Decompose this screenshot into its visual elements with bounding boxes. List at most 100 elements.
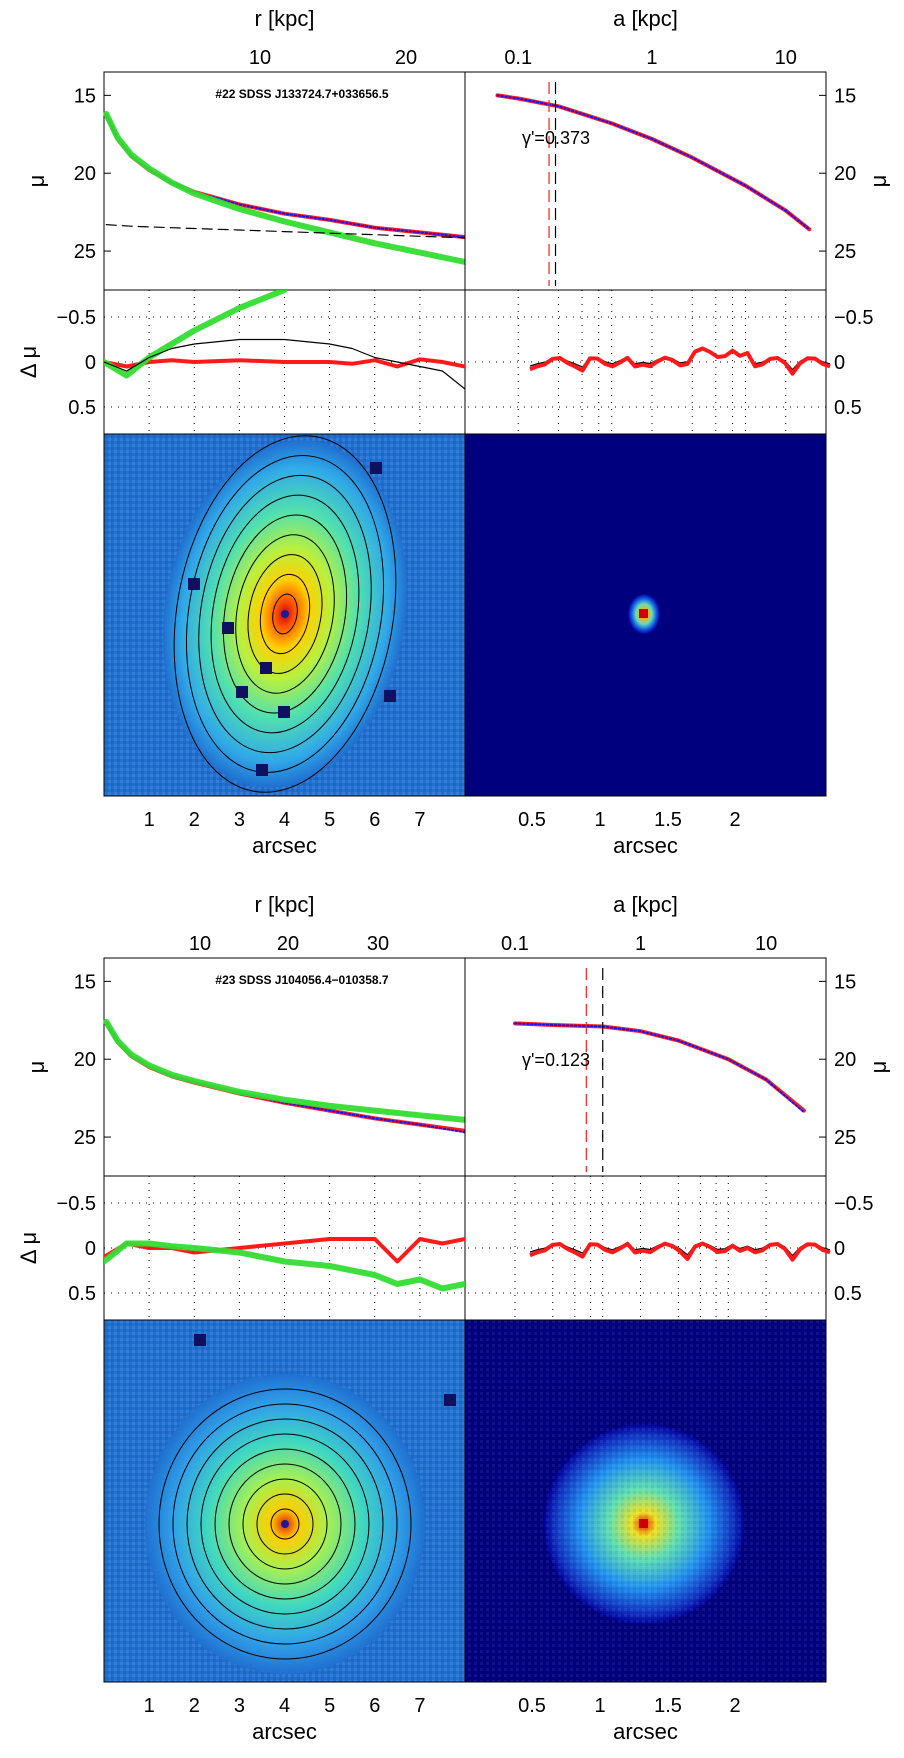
galaxy-image-pair <box>103 433 827 797</box>
model-center <box>639 1519 648 1528</box>
series-line-red <box>529 346 831 376</box>
mu-profile-plot: #22 SDSS J133724.7+033656.5 <box>103 71 468 291</box>
tick-label-arcsec: 2 <box>729 809 740 831</box>
series-line-red <box>529 1241 831 1262</box>
dmu-axis-label: Δ μ <box>16 346 41 378</box>
tick-label-r-kpc: 20 <box>395 47 417 69</box>
dmu-tick-label-left: −0.5 <box>57 1193 96 1215</box>
mu-tick-label-right: 15 <box>834 971 856 993</box>
mu-tick-label-left: 15 <box>74 971 96 993</box>
series-line-black <box>104 338 465 390</box>
tick-label-arcsec: 7 <box>414 809 425 831</box>
tick-label-a-kpc: 1 <box>635 933 646 955</box>
dmu-tick-label-left: 0.5 <box>68 397 96 419</box>
dmu-tick-label-right: 0.5 <box>834 1283 862 1305</box>
isophote-contour <box>270 1508 300 1540</box>
mu-tick-label-right: 20 <box>834 163 856 185</box>
residual-lines <box>104 290 465 390</box>
isophote-contour <box>200 1433 370 1615</box>
gamma-annotation: γ'=0.123 <box>522 1050 590 1070</box>
tick-label-arcsec: 7 <box>414 1695 425 1717</box>
masked-object <box>194 1334 206 1346</box>
galaxy-panel-1: r [kpc] a [kpc]10 20 30 0.1 1 10#23 SDSS J1040… <box>16 892 891 1744</box>
model-center <box>639 609 648 618</box>
isophote-contour <box>256 1493 314 1555</box>
isophote-contour <box>242 1478 328 1570</box>
mu-axis-label-right: μ <box>866 175 891 188</box>
series-line-green <box>104 1240 465 1292</box>
tick-label-arcsec: 3 <box>234 1695 245 1717</box>
residual-plot <box>103 1175 831 1321</box>
tick-label-a-kpc: 0.1 <box>504 47 532 69</box>
tick-label-arcsec: 1 <box>144 1695 155 1717</box>
tick-label-arcsec: 1 <box>594 1695 605 1717</box>
galaxy-center-mask <box>281 610 289 618</box>
tick-label-arcsec: 4 <box>279 1695 290 1717</box>
isophote-contour <box>235 534 335 694</box>
mu-axis-label-left: μ <box>24 175 49 188</box>
isophote-contour <box>210 494 360 734</box>
gamma-annotation: γ'=0.373 <box>522 128 590 148</box>
mu-tick-label-right: 20 <box>834 1049 856 1071</box>
isophote-contour <box>172 1403 398 1645</box>
isophote-contour <box>198 474 372 754</box>
top-axis-label-r-kpc: r [kpc] <box>255 892 315 917</box>
mu-tick-label-left: 25 <box>74 1127 96 1149</box>
isophote-contour <box>222 514 348 714</box>
series-line-red <box>104 357 465 369</box>
mu-profile-plot: #23 SDSS J104056.4−010358.7 <box>103 957 468 1177</box>
tick-label-r-kpc: 10 <box>189 933 211 955</box>
model-noise <box>465 1320 826 1682</box>
top-axis-label-a-kpc: a [kpc] <box>613 6 678 31</box>
tick-label-r-kpc: 20 <box>277 933 299 955</box>
tick-label-r-kpc: 30 <box>367 933 389 955</box>
tick-label-arcsec: 2 <box>729 1695 740 1717</box>
galaxy-id-label: #22 SDSS J133724.7+033656.5 <box>215 87 388 101</box>
tick-label-arcsec: 5 <box>324 1695 335 1717</box>
mu-profile-frame <box>103 71 466 291</box>
tick-label-arcsec: 1.5 <box>654 809 682 831</box>
residual-lines <box>104 1237 465 1292</box>
isophote-contour <box>228 1463 342 1585</box>
masked-object <box>370 462 382 474</box>
top-axis-label-r-kpc: r [kpc] <box>255 6 315 31</box>
tick-label-arcsec: 4 <box>279 809 290 831</box>
mu-tick-label-right: 25 <box>834 241 856 263</box>
mu-tick-label-left: 15 <box>74 85 96 107</box>
tick-label-a-kpc: 10 <box>755 933 777 955</box>
model-image-frame <box>464 433 827 797</box>
isophote-contour <box>214 1448 356 1600</box>
dmu-tick-label-left: 0 <box>85 352 96 374</box>
tick-label-arcsec: 2 <box>189 1695 200 1717</box>
series-line-green <box>103 1018 468 1123</box>
isophote-contour <box>158 1388 412 1660</box>
x-axis-label-arcsec-right: arcsec <box>613 1719 678 1744</box>
mu-tick-label-left: 20 <box>74 1049 96 1071</box>
galaxy-id-label: #23 SDSS J104056.4−010358.7 <box>215 973 388 987</box>
mu-tick-label-right: 15 <box>834 85 856 107</box>
series-line-red <box>104 1237 465 1264</box>
series-line-green <box>103 111 468 265</box>
x-axis-label-arcsec-right: arcsec <box>613 833 678 858</box>
galaxy-image-pair <box>103 1319 827 1683</box>
mu-axis-label-right: μ <box>866 1061 891 1074</box>
residual-plot <box>103 289 831 435</box>
dmu-tick-label-left: 0.5 <box>68 1283 96 1305</box>
dmu-tick-label-right: 0 <box>834 352 845 374</box>
x-axis-label-arcsec-left: arcsec <box>252 1719 317 1744</box>
dmu-tick-label-right: 0.5 <box>834 397 862 419</box>
galaxy-center-mask <box>281 1520 289 1528</box>
deprojected-profile-frame <box>464 957 827 1177</box>
dmu-tick-label-left: 0 <box>85 1238 96 1260</box>
mu-axis-label-left: μ <box>24 1061 49 1074</box>
tick-label-arcsec: 2 <box>189 809 200 831</box>
isophote-contour <box>259 573 311 655</box>
masked-object <box>236 686 248 698</box>
isophote-contour <box>186 1418 384 1630</box>
tick-label-arcsec: 1 <box>594 809 605 831</box>
tick-label-arcsec: 6 <box>369 1695 380 1717</box>
series-line-blue <box>514 1022 805 1114</box>
deprojected-profile-frame <box>464 71 827 291</box>
deprojected-profile-plot: γ'=0.123 <box>464 957 827 1177</box>
